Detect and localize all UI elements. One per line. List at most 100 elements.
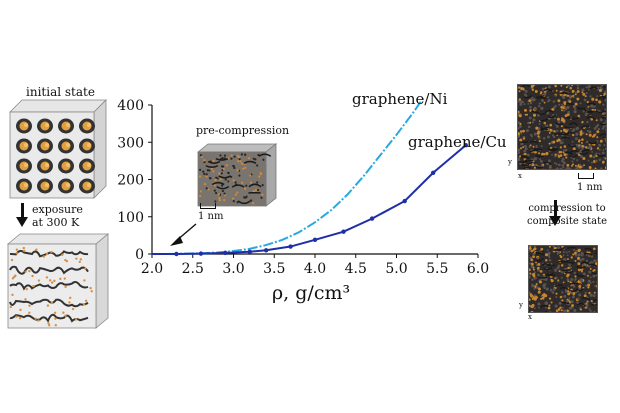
atom — [568, 263, 571, 266]
graphene-fragment — [215, 157, 229, 161]
atom — [529, 298, 531, 301]
atom — [570, 300, 574, 304]
atom — [563, 309, 567, 312]
graphene-fragment — [547, 114, 557, 119]
graphene-fragment — [543, 88, 553, 92]
atom — [212, 170, 215, 173]
atom — [241, 181, 244, 184]
graphene-fragment — [601, 116, 606, 119]
atom — [596, 136, 599, 139]
metal-atom — [90, 290, 93, 293]
atom — [261, 184, 264, 187]
atom — [563, 145, 567, 148]
atom — [577, 165, 580, 168]
atom — [524, 113, 527, 116]
atom — [548, 131, 551, 134]
atom — [205, 175, 208, 178]
right-scale-bar — [578, 173, 594, 179]
atom — [232, 179, 235, 182]
atom — [581, 144, 584, 148]
atom — [258, 175, 261, 178]
atom — [539, 280, 542, 284]
metal-atom — [65, 259, 69, 263]
atom — [522, 137, 526, 140]
atom — [604, 166, 606, 169]
atom — [575, 132, 579, 136]
atom — [586, 106, 589, 109]
graphene-sheet — [9, 265, 89, 275]
atom — [562, 149, 565, 152]
atom — [529, 144, 532, 147]
atom — [535, 261, 538, 264]
atom — [532, 252, 535, 256]
graphene-fragment — [535, 154, 544, 158]
atom — [567, 311, 570, 312]
metal-atom — [50, 281, 54, 284]
atom — [223, 154, 227, 157]
atom — [535, 146, 538, 149]
atom — [576, 86, 580, 90]
atom — [528, 105, 532, 109]
atom — [518, 86, 521, 89]
atom — [571, 160, 574, 163]
atom — [573, 249, 576, 252]
atom — [561, 164, 565, 167]
atom — [568, 250, 571, 253]
atom — [598, 88, 602, 92]
atom — [579, 102, 582, 105]
atom — [221, 156, 224, 160]
atom — [566, 274, 569, 278]
graphene-fragment — [588, 263, 597, 268]
atom — [251, 202, 255, 205]
atom — [562, 120, 565, 123]
atom — [572, 128, 576, 132]
atom — [579, 259, 582, 262]
atom — [539, 159, 543, 163]
atom — [596, 130, 600, 134]
atom — [582, 110, 585, 113]
atom — [529, 272, 532, 275]
inset-scale-bar — [200, 203, 216, 209]
atom — [553, 130, 556, 133]
graphene-fragment — [604, 149, 606, 152]
atom — [540, 247, 544, 251]
atom — [523, 149, 527, 153]
atom — [199, 154, 203, 157]
atom — [524, 144, 527, 148]
atom — [590, 299, 593, 303]
atom — [574, 102, 578, 106]
graphene-fragment — [543, 161, 552, 166]
graphene-fragment — [604, 114, 606, 117]
graphene-fragment — [591, 272, 597, 275]
atom — [579, 279, 584, 283]
atom — [598, 152, 601, 155]
data-point — [247, 249, 252, 254]
atom — [555, 167, 559, 169]
atom — [601, 127, 605, 130]
atom — [599, 118, 603, 122]
atom — [596, 281, 597, 283]
atom — [242, 167, 245, 170]
atom — [566, 105, 570, 109]
atom — [576, 90, 580, 93]
graphene-fragment — [594, 252, 597, 255]
graphene-fragment — [523, 161, 533, 165]
atom — [554, 153, 557, 156]
graphene-fragment — [581, 297, 591, 301]
metal-atom — [24, 270, 27, 273]
atom — [560, 105, 564, 109]
atom — [545, 301, 548, 305]
atom — [218, 172, 221, 175]
atom — [252, 157, 255, 160]
atom — [522, 129, 525, 133]
graphene-fragment — [568, 122, 578, 126]
metal-core-highlight — [45, 143, 49, 147]
atom — [529, 304, 531, 307]
atom — [558, 103, 561, 106]
atom — [565, 289, 568, 293]
metal-atom — [31, 274, 34, 278]
atom — [548, 304, 551, 307]
graphene-fragment — [566, 102, 575, 106]
atom — [550, 301, 553, 304]
atom — [540, 145, 543, 148]
